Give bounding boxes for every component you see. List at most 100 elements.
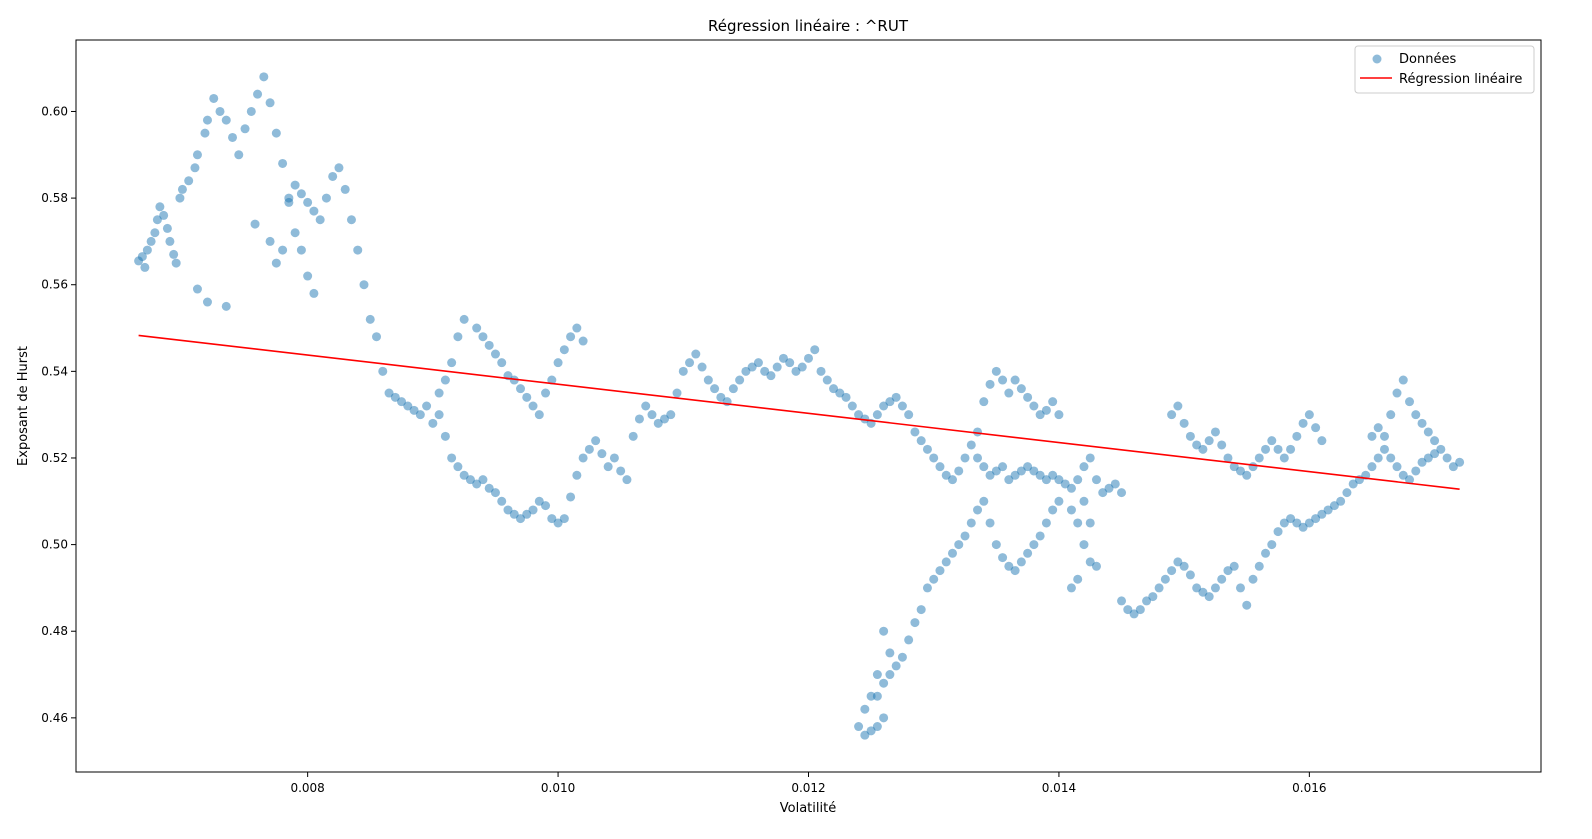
scatter-point [516, 384, 526, 394]
scatter-point [240, 124, 250, 134]
scatter-point [879, 713, 889, 723]
scatter-point [434, 388, 444, 398]
scatter-point [184, 176, 194, 186]
scatter-point [146, 236, 156, 246]
scatter-point [872, 691, 882, 701]
scatter-point [221, 301, 231, 311]
scatter-point [1016, 557, 1026, 567]
scatter-point [616, 466, 626, 476]
regression-line-layer [138, 334, 1460, 490]
scatter-point [359, 280, 369, 290]
y-axis-title: Exposant de Hurst [16, 346, 31, 466]
scatter-point [1379, 444, 1389, 454]
scatter-point [634, 414, 644, 424]
scatter-point [791, 366, 801, 376]
scatter-point [1286, 514, 1296, 524]
x-axis-title: Volatilité [780, 801, 836, 816]
chart-title: Régression linéaire : ^RUT [708, 17, 909, 35]
scatter-point [1235, 583, 1245, 593]
scatter-point [190, 163, 200, 173]
scatter-point [309, 288, 319, 298]
scatter-point [1029, 540, 1039, 550]
scatter-point [1091, 561, 1101, 571]
scatter-point [547, 375, 557, 385]
scatter-point [234, 150, 244, 160]
scatter-point [390, 392, 400, 402]
scatter-point [785, 358, 795, 368]
scatter-point [879, 626, 889, 636]
scatter-point [192, 284, 202, 294]
scatter-point [872, 722, 882, 732]
scatter-point [973, 505, 983, 515]
scatter-point [547, 514, 557, 524]
scatter-point [334, 163, 344, 173]
scatter-point [1066, 583, 1076, 593]
scatter-point [835, 388, 845, 398]
scatter-point [885, 648, 895, 658]
scatter-point [860, 704, 870, 714]
scatter-point [691, 349, 701, 359]
scatter-point [509, 509, 519, 519]
scatter-point [979, 462, 989, 472]
scatter-point [1417, 418, 1427, 428]
scatter-point [1123, 605, 1133, 615]
scatter-point [998, 462, 1008, 472]
scatter-point [1010, 375, 1020, 385]
scatter-point [822, 375, 832, 385]
x-tick-label: 0.014 [1042, 781, 1076, 795]
scatter-point [916, 436, 926, 446]
scatter-point [1292, 431, 1302, 441]
scatter-point [1085, 518, 1095, 528]
scatter-point [966, 518, 976, 528]
scatter-point [1235, 466, 1245, 476]
scatter-point [1336, 496, 1346, 506]
scatter-point [162, 223, 172, 233]
scatter-point [1079, 540, 1089, 550]
scatter-point [1448, 462, 1458, 472]
scatter-point [328, 171, 338, 181]
scatter-point [584, 444, 594, 454]
scatter-point [296, 189, 306, 199]
scatter-point [1373, 423, 1383, 433]
scatter-point [541, 388, 551, 398]
y-tick-label: 0.56 [41, 278, 68, 292]
scatter-point [979, 496, 989, 506]
scatter-point [1054, 410, 1064, 420]
scatter-point [1073, 574, 1083, 584]
scatter-point [1254, 453, 1264, 463]
scatter-point [1430, 449, 1440, 459]
scatter-point [804, 353, 813, 363]
scatter-point [1279, 518, 1289, 528]
scatter-point [797, 362, 807, 372]
legend-label-donnees: Données [1399, 52, 1456, 67]
scatter-point [140, 262, 150, 272]
scatter-point [854, 722, 864, 732]
scatter-point [177, 184, 187, 194]
scatter-point [155, 202, 165, 212]
scatter-point [1261, 444, 1271, 454]
scatter-point [484, 483, 494, 493]
scatter-point [1242, 470, 1252, 480]
scatter-point [171, 258, 181, 268]
scatter-point [415, 410, 425, 420]
scatter-point [303, 271, 313, 281]
scatter-point [1035, 531, 1045, 541]
scatter-point [1167, 566, 1177, 576]
scatter-point [165, 236, 175, 246]
scatter-point [929, 453, 939, 463]
scatter-point [1217, 574, 1227, 584]
scatter-point [960, 453, 970, 463]
scatter-point [453, 332, 463, 342]
scatter-point [710, 384, 720, 394]
scatter-point [885, 397, 895, 407]
scatter-point [1298, 418, 1308, 428]
scatter-point [991, 366, 1001, 376]
scatter-point [1198, 444, 1208, 454]
scatter-point [1248, 574, 1258, 584]
scatter-point [137, 252, 147, 262]
scatter-point [447, 453, 457, 463]
scatter-point [1398, 470, 1408, 480]
scatter-point [1311, 423, 1321, 433]
scatter-point [916, 605, 926, 615]
scatter-point [1041, 518, 1051, 528]
